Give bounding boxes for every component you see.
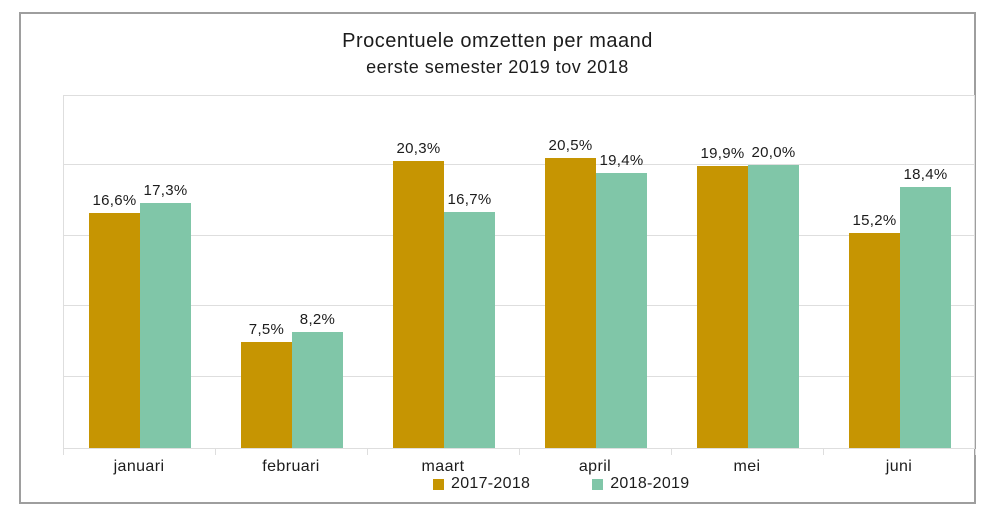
- value-label-2017-2018-april: 20,5%: [548, 136, 593, 154]
- legend-item-2018-2019: 2018-2019: [592, 475, 689, 493]
- category-label-februari: februari: [262, 458, 320, 475]
- plot-area: 16,6% 17,3% 7,5% 8,2% 20,3% 16,7% 20,5% 19,4% 19…: [63, 95, 975, 449]
- value-label-2017-2018-januari: 16,6%: [92, 191, 137, 209]
- category-label-mei: mei: [733, 458, 761, 475]
- legend-swatch-2017-2018: [433, 478, 444, 490]
- chart-subtitle: eerste semester 2019 tov 2018: [366, 57, 629, 77]
- chart-title: Procentuele omzetten per maand: [342, 30, 653, 52]
- bar-2017-2018-januari: [89, 212, 140, 448]
- value-label-2018-2019-januari: 17,3%: [143, 182, 188, 200]
- bar-2017-2018-mei: [697, 166, 748, 448]
- legend-label-2018-2019: 2018-2019: [610, 475, 690, 492]
- legend-label-2017-2018: 2017-2018: [451, 475, 531, 492]
- x-axis-tick: [975, 449, 976, 455]
- x-axis-tick: [367, 449, 368, 455]
- gridline-20: [64, 163, 974, 165]
- bar-2017-2018-juni: [849, 232, 900, 448]
- bar-2018-2019-april: [596, 173, 647, 448]
- value-label-2018-2019-februari: 8,2%: [299, 310, 336, 328]
- category-label-januari: januari: [113, 458, 165, 475]
- value-label-2017-2018-maart: 20,3%: [396, 139, 441, 157]
- x-axis-tick: [823, 449, 824, 455]
- gridline-15: [64, 234, 974, 236]
- value-label-2018-2019-mei: 20,0%: [751, 143, 796, 161]
- bar-2018-2019-mei: [748, 164, 799, 448]
- gridline-5: [64, 376, 974, 378]
- value-label-2017-2018-februari: 7,5%: [248, 320, 285, 338]
- legend-swatch-2018-2019: [592, 478, 604, 490]
- category-label-juni: juni: [885, 458, 913, 475]
- bar-2017-2018-april: [545, 157, 596, 448]
- legend-item-2017-2018: 2017-2018: [433, 475, 530, 493]
- value-label-2018-2019-juni: 18,4%: [903, 166, 948, 184]
- category-label-maart: maart: [421, 458, 465, 475]
- bar-2018-2019-maart: [444, 211, 495, 448]
- value-label-2018-2019-april: 19,4%: [599, 152, 644, 170]
- x-axis-tick: [63, 449, 64, 455]
- chart-frame: Procentuele omzetten per maand eerste se…: [19, 12, 976, 504]
- gridline-10: [64, 305, 974, 307]
- bar-2017-2018-februari: [241, 341, 292, 448]
- title-block: Procentuele omzetten per maand eerste se…: [21, 28, 974, 79]
- bar-2018-2019-februari: [292, 331, 343, 448]
- bar-2018-2019-juni: [900, 187, 951, 448]
- legend: 2017-2018 2018-2019: [433, 475, 689, 493]
- value-label-2017-2018-juni: 15,2%: [852, 211, 897, 229]
- value-label-2017-2018-mei: 19,9%: [700, 145, 745, 163]
- bar-2018-2019-januari: [140, 203, 191, 448]
- value-label-2018-2019-maart: 16,7%: [447, 190, 492, 208]
- bar-2017-2018-maart: [393, 160, 444, 448]
- x-axis-tick: [215, 449, 216, 455]
- x-axis-tick: [671, 449, 672, 455]
- category-label-april: april: [578, 458, 612, 475]
- x-axis-tick: [519, 449, 520, 455]
